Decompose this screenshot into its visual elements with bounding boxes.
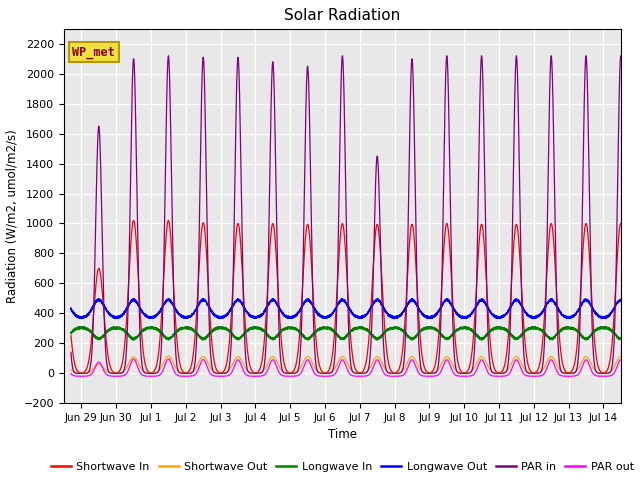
Shortwave In [67, 333, 75, 338]
Longwave In [321, 324, 328, 330]
Legend: Shortwave In, Shortwave Out, Longwave In, Longwave Out, PAR in, PAR out: Shortwave In, Shortwave Out, Longwave In… [46, 457, 639, 476]
PAR in [67, 349, 75, 355]
Longwave Out [530, 316, 538, 322]
Longwave Out [175, 312, 183, 317]
Text: WP_met: WP_met [72, 46, 115, 59]
Title: Solar Radiation: Solar Radiation [284, 9, 401, 24]
Line: Longwave In: Longwave In [71, 326, 621, 340]
Longwave In [125, 334, 133, 340]
Line: PAR out: PAR out [71, 359, 621, 376]
X-axis label: Time: Time [328, 429, 357, 442]
Line: Shortwave Out: Shortwave Out [71, 356, 621, 373]
Shortwave Out [617, 354, 625, 360]
PAR out [617, 357, 625, 363]
Shortwave In [321, 370, 329, 376]
Longwave Out [67, 305, 75, 311]
PAR in [84, 369, 92, 375]
PAR in [168, 163, 175, 168]
Longwave Out [125, 302, 133, 308]
PAR out [360, 373, 367, 379]
Shortwave Out [164, 353, 172, 359]
PAR out [175, 373, 183, 379]
Shortwave Out [360, 370, 367, 376]
Longwave In [617, 335, 625, 341]
Longwave Out [321, 315, 328, 321]
Longwave In [373, 337, 381, 343]
Longwave Out [617, 298, 625, 304]
Shortwave Out [77, 371, 85, 376]
PAR out [130, 356, 138, 362]
Longwave In [84, 326, 92, 332]
Shortwave In [360, 367, 367, 373]
Longwave In [564, 324, 572, 329]
Longwave In [360, 326, 367, 332]
PAR out [77, 373, 85, 379]
Shortwave In [617, 221, 625, 227]
PAR out [67, 371, 75, 377]
PAR in [617, 53, 625, 59]
PAR out [168, 361, 175, 367]
PAR in [356, 371, 364, 376]
PAR out [321, 373, 329, 379]
Line: Shortwave In: Shortwave In [71, 220, 621, 373]
Y-axis label: Radiation (W/m2, umol/m2/s): Radiation (W/m2, umol/m2/s) [5, 129, 18, 303]
Shortwave Out [125, 359, 133, 365]
PAR in [125, 252, 133, 258]
Line: PAR in: PAR in [71, 56, 621, 373]
Shortwave In [84, 359, 92, 364]
Shortwave In [130, 217, 138, 223]
Longwave In [168, 334, 175, 340]
Longwave Out [84, 311, 92, 316]
Line: Longwave Out: Longwave Out [71, 299, 621, 319]
PAR in [175, 369, 183, 375]
Shortwave Out [67, 367, 75, 373]
Shortwave Out [175, 369, 183, 374]
Longwave In [67, 330, 75, 336]
Longwave Out [360, 312, 367, 318]
PAR out [84, 373, 92, 379]
Shortwave In [77, 370, 85, 376]
Shortwave In [125, 266, 133, 272]
PAR out [125, 365, 133, 371]
Longwave In [175, 327, 183, 333]
Shortwave Out [168, 356, 175, 362]
Longwave Out [95, 296, 102, 301]
Longwave Out [168, 300, 175, 306]
PAR in [339, 53, 346, 59]
PAR in [360, 371, 367, 376]
Shortwave In [168, 246, 175, 252]
Shortwave In [175, 357, 183, 362]
Shortwave Out [84, 370, 92, 375]
Shortwave Out [321, 371, 329, 376]
PAR in [321, 371, 328, 376]
